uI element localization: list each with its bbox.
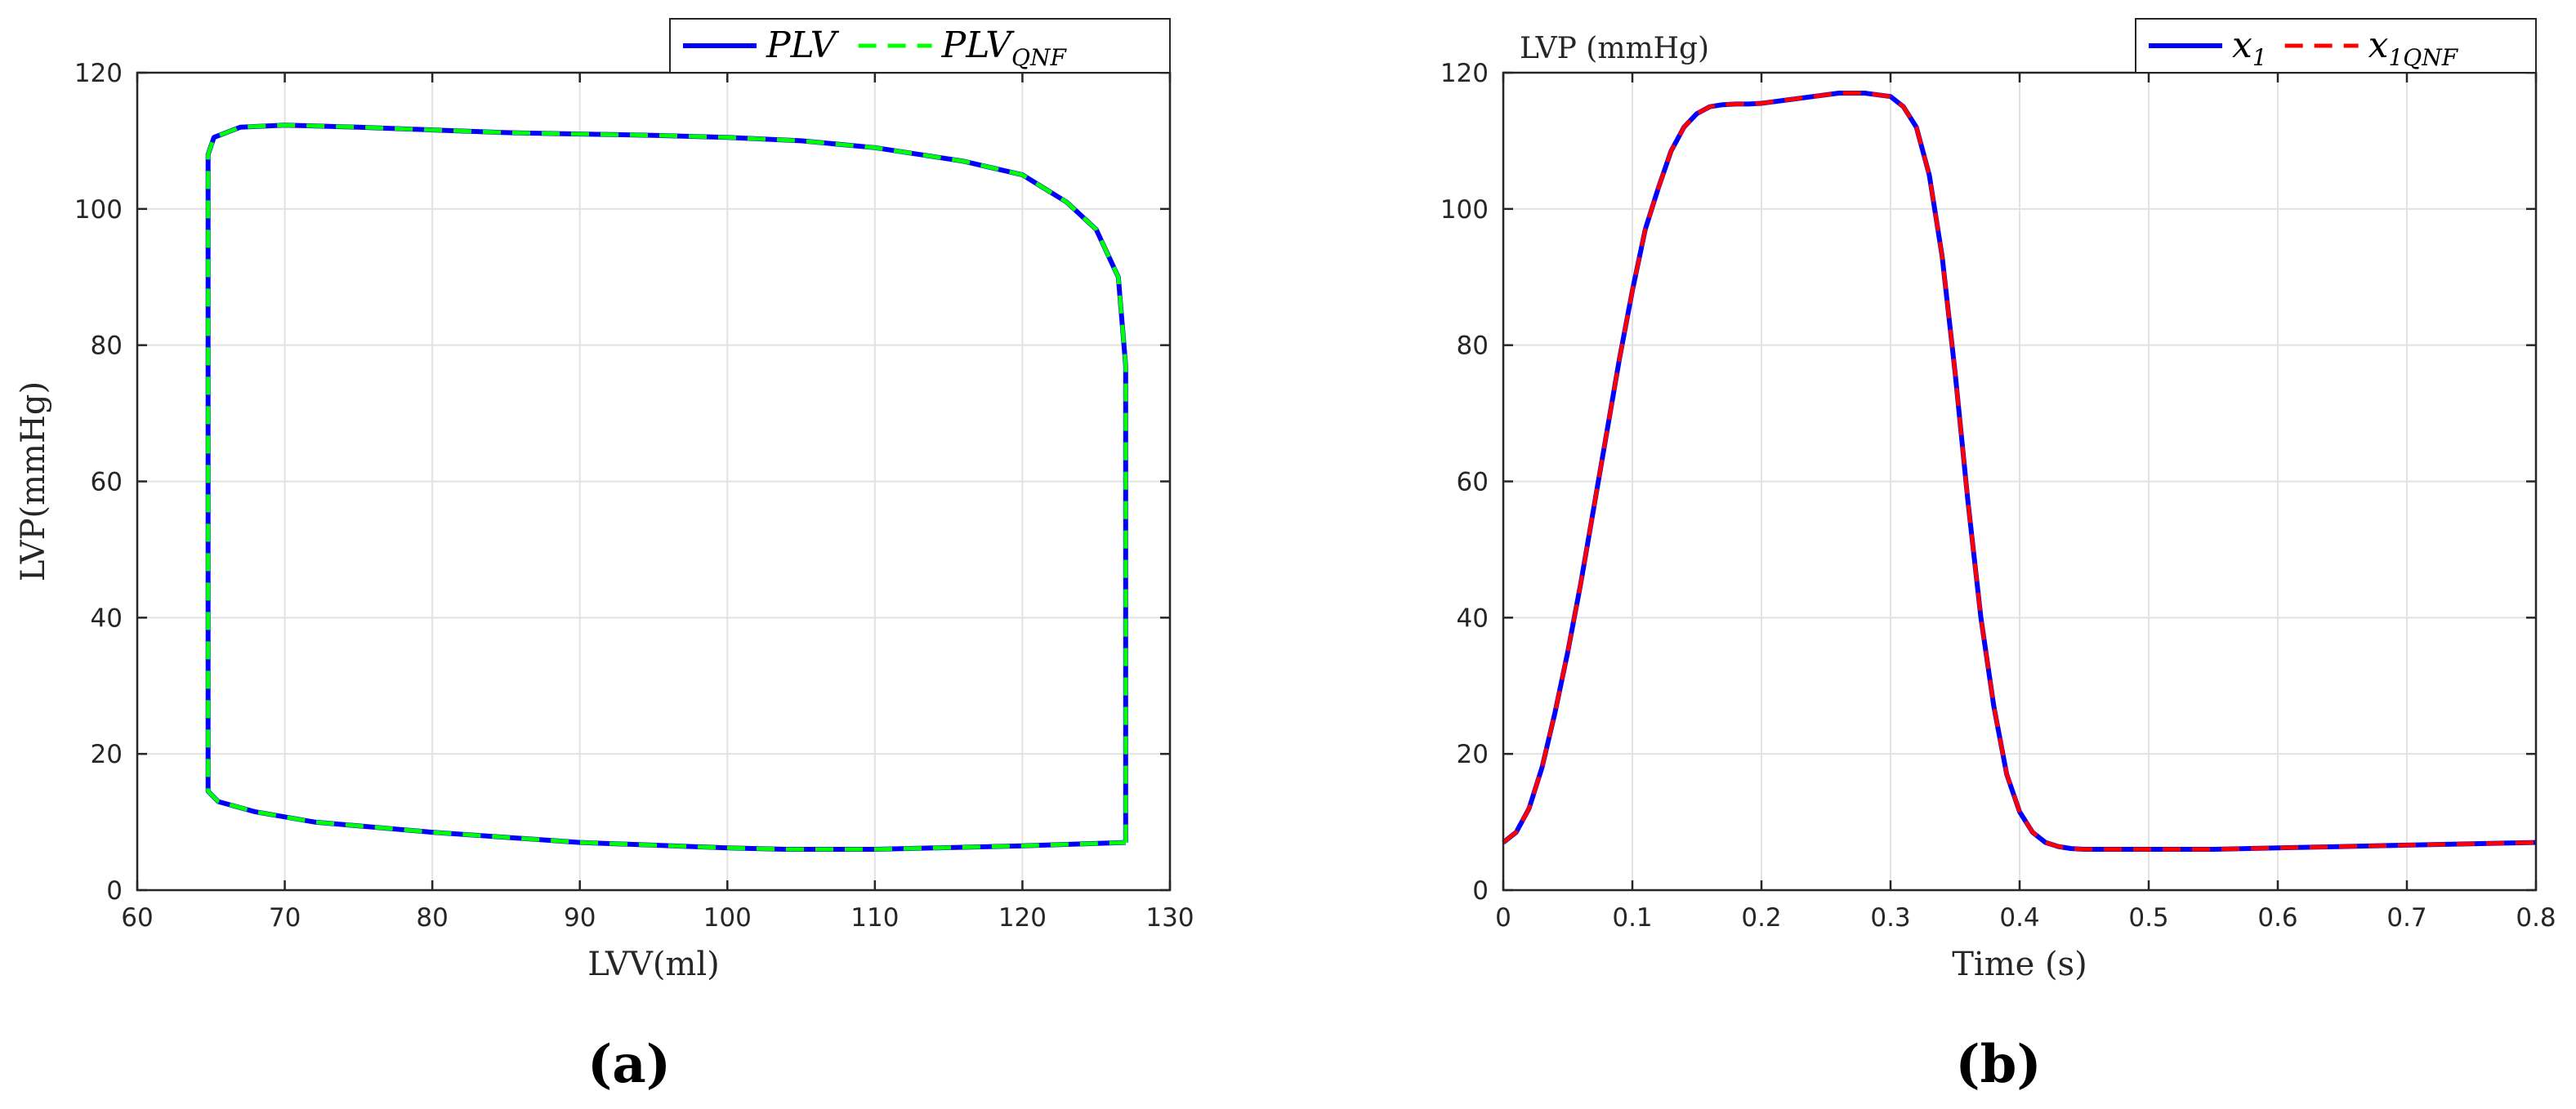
x-tick-label: 0 (1495, 903, 1511, 933)
chart-title: LVP (mmHg) (1520, 32, 1709, 65)
panel-label: (a) (587, 1034, 671, 1095)
x-tick-label: 60 (121, 903, 153, 933)
y-tick-label: 120 (1440, 59, 1489, 88)
x-tick-label: 0.3 (1870, 903, 1910, 933)
series-line-plv (205, 122, 1128, 852)
y-tick-label: 60 (91, 468, 123, 497)
y-tick-label: 80 (1457, 332, 1489, 361)
y-tick-label: 20 (91, 740, 123, 769)
x-tick-label: 0.6 (2257, 903, 2297, 933)
x-tick-label: 100 (703, 903, 752, 933)
chart-a-grid (137, 73, 1170, 890)
legend-entry-x1qnf: x1QNF (2368, 24, 2459, 71)
chart-a: 60 70 80 90 100 110 120 130 0 20 40 60 80 100 120 LVV(m… (15, 18, 1194, 1095)
chart-a-legend: PLV PLVQNF (669, 18, 1171, 73)
y-tick-label: 40 (91, 603, 123, 633)
y-tick-label: 0 (1472, 876, 1489, 906)
x-tick-label: 90 (564, 903, 596, 933)
x-tick-label: 0.1 (1612, 903, 1652, 933)
x-tick-label: 0.4 (1999, 903, 2039, 933)
chart-b-legend: x1 x1QNF (2135, 18, 2537, 73)
panel-label: (b) (1955, 1034, 2041, 1095)
y-tick-label: 0 (106, 876, 123, 906)
series-line-plv-qnf (206, 122, 1128, 852)
series-line-x1qnf (1502, 91, 2537, 852)
chart-b-grid (1503, 73, 2536, 890)
x-tick-label: 0.2 (1741, 903, 1781, 933)
y-tick-label: 100 (1440, 195, 1489, 225)
x-tick-label: 0.5 (2128, 903, 2168, 933)
x-axis-label: Time (s) (1952, 946, 2087, 983)
chart-b: 0 0.1 0.2 0.3 0.4 0.5 0.6 0.7 0.8 0 20 40 60 80 100 120… (1440, 18, 2556, 1095)
legend-entry-plv: PLV (766, 24, 840, 66)
x-tick-label: 120 (998, 903, 1047, 933)
y-tick-label: 80 (91, 332, 123, 361)
y-tick-label: 20 (1457, 740, 1489, 769)
y-tick-label: 100 (74, 195, 123, 225)
y-tick-label: 60 (1457, 468, 1489, 497)
x-tick-label: 0.8 (2516, 903, 2556, 933)
y-tick-label: 40 (1457, 603, 1489, 633)
y-axis-label: LVP(mmHg) (15, 381, 52, 581)
x-tick-label: 80 (416, 903, 448, 933)
x-tick-label: 70 (269, 903, 301, 933)
y-tick-label: 120 (74, 59, 123, 88)
x-tick-label: 0.7 (2386, 903, 2426, 933)
legend-entry-plv-qnf: PLVQNF (941, 24, 1068, 71)
x-axis-label: LVV(ml) (587, 946, 720, 983)
legend-entry-x1: x1 (2232, 24, 2267, 71)
x-tick-label: 130 (1145, 903, 1194, 933)
x-tick-label: 110 (850, 903, 899, 933)
